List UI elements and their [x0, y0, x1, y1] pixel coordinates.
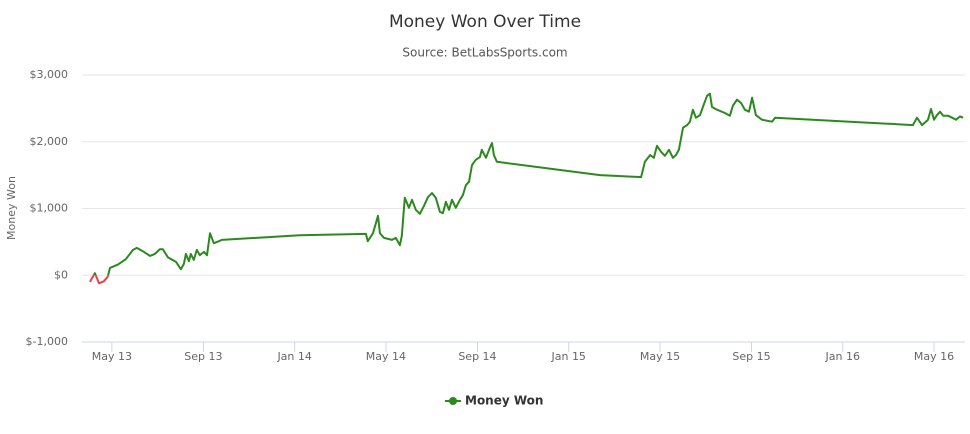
x-tick-label: May 15 — [640, 350, 680, 363]
y-tick-label: $3,000 — [30, 68, 69, 81]
x-tick-label: May 13 — [92, 350, 132, 363]
y-tick-label: $0 — [54, 268, 68, 281]
series-line — [92, 92, 964, 276]
x-tick-label: May 14 — [366, 350, 406, 363]
chart-title: Money Won Over Time — [389, 12, 581, 32]
legend-symbol[interactable] — [449, 397, 457, 405]
legend-label[interactable]: Money Won — [465, 394, 543, 408]
x-tick-label: Sep 15 — [732, 350, 770, 363]
y-tick-label: $-1,000 — [26, 335, 68, 348]
series-line — [89, 275, 110, 285]
lines — [89, 92, 964, 285]
x-tick-label: Sep 14 — [458, 350, 496, 363]
chart-subtitle: Source: BetLabsSports.com — [402, 46, 567, 60]
y-tick-label: $1,000 — [30, 202, 69, 215]
x-tick-label: Jan 14 — [276, 350, 311, 363]
x-tick-label: May 16 — [914, 350, 954, 363]
grid: $-1,000 $0 $1,000 $2,000 $3,000 May 13 Sep 13 J… — [26, 68, 965, 363]
x-tick-label: Jan 16 — [825, 350, 860, 363]
legend[interactable]: Money Won — [445, 394, 543, 408]
y-tick-label: $2,000 — [30, 135, 69, 148]
y-axis-title: Money Won — [5, 176, 18, 240]
x-tick-label: Jan 15 — [550, 350, 585, 363]
x-tick-label: Sep 13 — [184, 350, 222, 363]
